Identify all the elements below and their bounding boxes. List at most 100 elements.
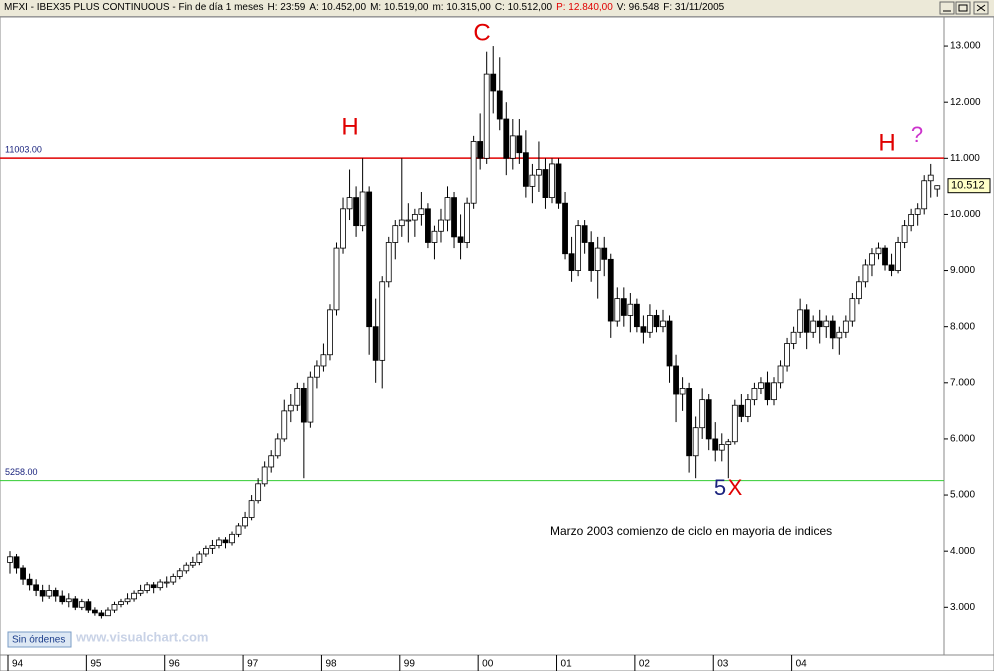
candle-body	[692, 427, 699, 457]
candle-body	[353, 197, 359, 227]
y-tick-label: 4.000	[950, 546, 975, 557]
maximize-button[interactable]	[955, 1, 971, 15]
candle-body	[764, 382, 771, 401]
candle-body	[588, 242, 595, 271]
candle-body	[777, 365, 784, 384]
candle-body	[52, 590, 59, 597]
candle-body	[346, 197, 353, 210]
candle-body	[607, 258, 614, 322]
candle-body	[144, 584, 151, 591]
x-tick-label: 02	[639, 659, 651, 670]
candle-body	[836, 331, 843, 339]
symbol: MFXI - IBEX35 PLUS CONTINUOUS - Fin de d…	[4, 2, 264, 13]
candle-body	[921, 180, 928, 210]
candle-body	[287, 404, 294, 412]
candle-body	[686, 388, 693, 457]
candle-body	[137, 590, 144, 594]
candle-body	[536, 169, 542, 176]
x-tick-label: 01	[561, 659, 573, 670]
candle-body	[594, 247, 601, 271]
candle-body	[307, 376, 314, 423]
candle-body	[490, 73, 497, 92]
candle-body	[366, 191, 373, 328]
candle-body	[568, 253, 575, 271]
candle-body	[131, 592, 137, 600]
candle-body	[327, 309, 333, 356]
candle-body	[176, 570, 183, 577]
x-tick-label: 94	[12, 659, 24, 670]
candle-body	[888, 264, 895, 271]
candle-body	[927, 174, 934, 182]
candle-body	[359, 191, 366, 227]
candle-body	[118, 601, 124, 605]
candle-body	[431, 230, 438, 243]
y-tick-label: 7.000	[950, 377, 975, 388]
candle-body	[39, 590, 46, 597]
candle-body	[105, 609, 111, 617]
x-tick-label: 98	[325, 659, 337, 670]
candle-body	[575, 225, 582, 271]
candle-body	[46, 590, 53, 597]
candle-body	[202, 547, 209, 555]
x-tick-label: 00	[482, 659, 494, 670]
candle-body	[496, 90, 503, 120]
candle-body	[163, 581, 170, 584]
candle-body	[398, 219, 405, 227]
candle-body	[411, 214, 418, 221]
y-tick-label: 10.000	[950, 209, 981, 220]
candle-body	[758, 382, 764, 389]
horizontal-line-label: 11003.00	[5, 145, 42, 155]
annotation: C	[473, 19, 490, 46]
candle-body	[451, 197, 457, 238]
candle-body	[261, 466, 268, 485]
candle-body	[549, 163, 555, 198]
x-tick-label: 04	[796, 659, 808, 670]
annotation: Marzo 2003 comienzo de ciclo en mayoria …	[550, 524, 832, 538]
candle-body	[222, 539, 229, 544]
candle-body	[790, 331, 797, 344]
candle-body	[562, 202, 568, 255]
window-buttons	[939, 1, 989, 15]
candle-body	[555, 163, 562, 204]
header-field: V: 96.548	[616, 2, 660, 13]
candle-body	[875, 247, 882, 255]
candle-body	[438, 219, 444, 232]
candle-body	[7, 556, 13, 563]
candle-body	[150, 584, 157, 589]
candle-body	[666, 320, 673, 367]
candle-body	[418, 208, 425, 215]
header-field: M: 10.519,00	[370, 2, 429, 13]
candle-body	[314, 365, 320, 378]
header-field: P: 12.840,00	[556, 2, 613, 13]
x-tick-label: 95	[90, 659, 102, 670]
candle-body	[85, 601, 92, 611]
candle-body	[464, 202, 471, 243]
candle-body	[111, 604, 118, 611]
candle-body	[620, 298, 627, 316]
candle-body	[797, 309, 804, 333]
y-tick-label: 9.000	[950, 265, 975, 276]
candle-body	[444, 197, 451, 221]
y-tick-label: 8.000	[950, 321, 975, 332]
last-price-label: 10.512	[951, 180, 985, 192]
y-tick-label: 12.000	[950, 97, 981, 108]
header-field: m: 10.315,00	[432, 2, 491, 13]
candle-body	[901, 225, 908, 243]
annotation: X	[728, 475, 743, 500]
candle-body	[65, 598, 72, 603]
candle-body	[405, 219, 412, 222]
candle-body	[372, 326, 379, 361]
minimize-button[interactable]	[939, 1, 955, 15]
candle-body	[823, 320, 830, 328]
candle-body	[816, 320, 823, 328]
annotation: 5	[714, 475, 726, 500]
candle-body	[340, 208, 346, 249]
time-axis	[0, 654, 994, 671]
candle-body	[882, 247, 888, 266]
x-tick-label: 03	[717, 659, 729, 670]
candle-body	[849, 298, 856, 322]
candle-body	[509, 135, 516, 159]
y-tick-label: 11.000	[950, 153, 980, 164]
